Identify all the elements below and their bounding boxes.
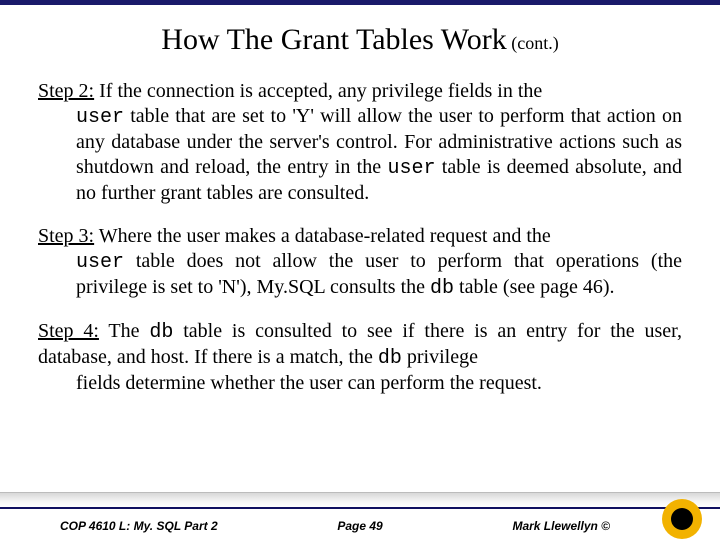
mono-user: user bbox=[76, 106, 124, 129]
mono-db: db bbox=[149, 321, 173, 344]
step-4: Step 4: The db table is consulted to see… bbox=[38, 319, 682, 396]
step-text: If the connection is accepted, any privi… bbox=[94, 80, 542, 102]
footer-author: Mark Llewellyn © bbox=[512, 519, 610, 533]
footer-bar: COP 4610 L: My. SQL Part 2 Page 49 Mark … bbox=[0, 507, 720, 540]
step-label: Step 4: bbox=[38, 320, 99, 342]
title-main: How The Grant Tables Work bbox=[161, 23, 506, 56]
ucf-logo-icon bbox=[660, 497, 704, 540]
slide-title: How The Grant Tables Work (cont.) bbox=[0, 23, 720, 57]
step-text: privilege bbox=[402, 346, 478, 368]
footer-gradient bbox=[0, 492, 720, 507]
mono-db: db bbox=[430, 277, 454, 300]
step-indent: user table does not allow the user to pe… bbox=[76, 249, 682, 301]
slide: How The Grant Tables Work (cont.) Step 2… bbox=[0, 0, 720, 540]
title-cont: (cont.) bbox=[507, 33, 559, 53]
footer-course: COP 4610 L: My. SQL Part 2 bbox=[60, 519, 218, 533]
footer-page: Page 49 bbox=[337, 519, 382, 533]
step-text: The bbox=[99, 320, 149, 342]
mono-user: user bbox=[76, 251, 124, 274]
footer: COP 4610 L: My. SQL Part 2 Page 49 Mark … bbox=[0, 492, 720, 540]
step-label: Step 3: bbox=[38, 225, 94, 247]
step-indent: fields determine whether the user can pe… bbox=[76, 371, 682, 396]
slide-body: Step 2: If the connection is accepted, a… bbox=[0, 79, 720, 396]
mono-db: db bbox=[378, 347, 402, 370]
step-text: table (see page 46). bbox=[454, 276, 614, 298]
step-indent: user table that are set to 'Y' will allo… bbox=[76, 104, 682, 206]
step-text: fields determine whether the user can pe… bbox=[76, 372, 542, 394]
step-3: Step 3: Where the user makes a database-… bbox=[38, 224, 682, 301]
step-label: Step 2: bbox=[38, 80, 94, 102]
step-text: Where the user makes a database-related … bbox=[94, 225, 551, 247]
step-2: Step 2: If the connection is accepted, a… bbox=[38, 79, 682, 206]
mono-user: user bbox=[387, 157, 435, 180]
